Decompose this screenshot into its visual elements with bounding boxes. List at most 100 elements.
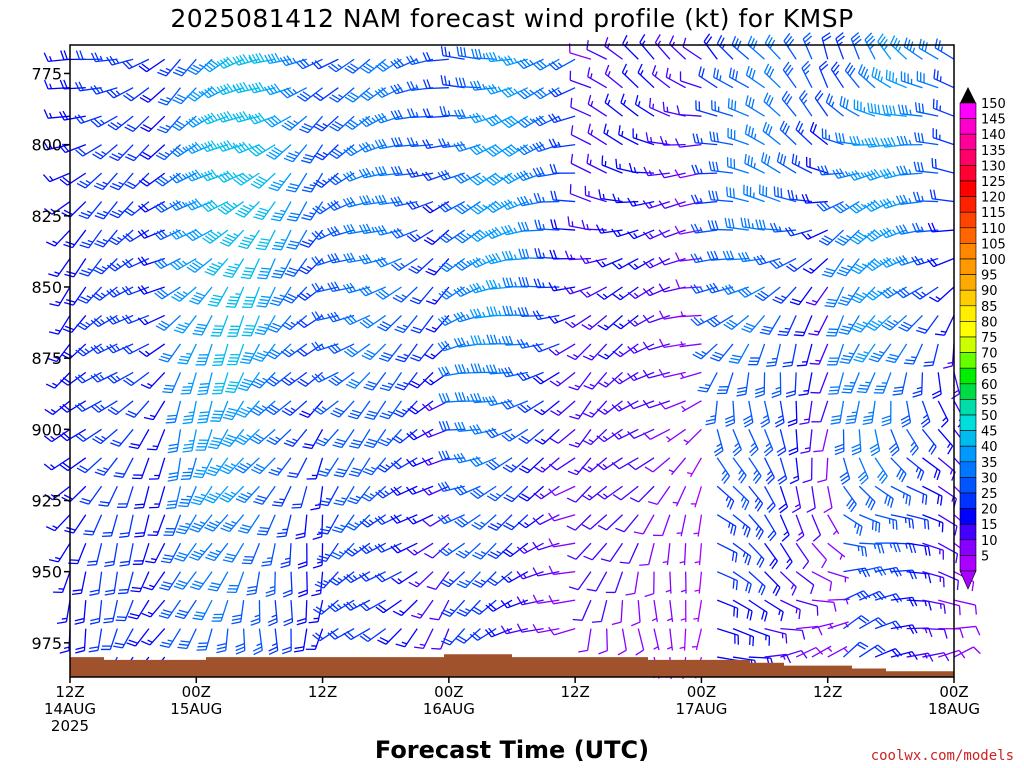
- credit-link[interactable]: coolwx.com/models: [871, 748, 1014, 764]
- wind-barb: [332, 514, 355, 534]
- colorbar-swatch: [959, 492, 977, 509]
- wind-barb: [201, 58, 229, 73]
- wind-barb: [342, 170, 371, 182]
- wind-barb: [343, 144, 371, 157]
- wind-barb: [798, 372, 813, 396]
- wind-barb: [834, 429, 845, 456]
- chart-title: 2025081412 NAM forecast wind profile (kt…: [170, 4, 853, 33]
- wind-barb: [611, 457, 639, 470]
- wind-barb: [139, 144, 166, 160]
- wind-barb: [484, 427, 513, 439]
- wind-barb: [75, 343, 102, 357]
- wind-barb: [282, 286, 308, 304]
- wind-barb: [639, 543, 655, 566]
- wind-barb: [827, 542, 846, 560]
- wind-barb: [48, 542, 71, 563]
- wind-barb: [359, 599, 387, 612]
- wind-barb: [814, 90, 829, 117]
- wind-barb: [347, 485, 371, 505]
- colorbar-swatch: [959, 274, 977, 291]
- wind-barb: [234, 428, 260, 446]
- wind-barb: [469, 229, 497, 242]
- wind-barb: [583, 400, 608, 418]
- wind-barb: [147, 514, 166, 537]
- y-tick-label: 975: [31, 634, 62, 653]
- wind-barb: [344, 58, 371, 74]
- wind-barb: [374, 542, 402, 553]
- wind-barb: [169, 199, 197, 211]
- wind-barb: [485, 200, 513, 214]
- colorbar-swatch: [959, 305, 977, 322]
- wind-barb: [311, 58, 339, 70]
- wind-barb: [742, 400, 754, 428]
- wind-barb: [795, 514, 805, 542]
- wind-barb: [763, 457, 775, 485]
- wind-barb: [922, 485, 943, 506]
- wind-barb: [100, 628, 118, 651]
- colorbar-swatch: [959, 477, 977, 494]
- wind-barb: [216, 140, 244, 152]
- wind-barb: [518, 276, 544, 288]
- wind-barb: [805, 286, 829, 306]
- wind-barb: [617, 628, 627, 656]
- wind-barb: [811, 571, 833, 592]
- wind-barb: [827, 621, 849, 630]
- wind-barb: [906, 514, 930, 530]
- wind-barb: [736, 372, 750, 397]
- wind-barb: [711, 100, 734, 117]
- wind-barb: [328, 371, 355, 387]
- wind-barb: [690, 486, 703, 508]
- wind-barb: [732, 514, 751, 538]
- wind-barb: [333, 457, 355, 478]
- wind-barb: [246, 571, 261, 596]
- wind-barb: [390, 485, 418, 497]
- wind-barb: [211, 372, 229, 395]
- wind-barb: [375, 58, 402, 72]
- wind-barb: [172, 58, 197, 77]
- wind-barb: [581, 314, 608, 331]
- wind-barb: [817, 457, 829, 483]
- wind-barb: [298, 258, 324, 275]
- wind-barb: [679, 311, 702, 318]
- colorbar-swatch: [959, 508, 977, 525]
- wind-barb: [265, 371, 292, 387]
- wind-barb: [268, 628, 279, 656]
- colorbar-label: 30: [981, 471, 998, 486]
- wind-barb: [440, 599, 466, 618]
- wind-barb: [344, 87, 371, 103]
- wind-barb: [953, 646, 981, 658]
- wind-barb: [716, 485, 735, 510]
- wind-barb: [165, 400, 182, 424]
- wind-barb: [615, 514, 639, 533]
- wind-barb: [676, 514, 687, 537]
- wind-barb: [329, 87, 355, 103]
- wind-barb: [826, 315, 845, 337]
- wind-barb: [328, 58, 355, 73]
- wind-barb: [311, 311, 339, 322]
- wind-barb: [764, 599, 784, 622]
- wind-barb: [548, 113, 576, 124]
- wind-barb: [843, 590, 871, 601]
- wind-barb: [632, 128, 655, 146]
- colorbar-label: 35: [981, 456, 998, 471]
- wind-barb: [858, 644, 886, 658]
- wind-barb: [873, 372, 892, 394]
- wind-barb: [709, 131, 734, 146]
- wind-barb: [835, 32, 845, 60]
- wind-barb: [234, 457, 260, 474]
- wind-barb: [851, 429, 862, 456]
- colorbar-label: 70: [981, 347, 998, 362]
- wind-barb: [532, 594, 560, 604]
- wind-barb: [518, 248, 544, 260]
- wind-barb: [291, 486, 308, 509]
- wind-barb: [659, 135, 686, 146]
- wind-barb: [332, 428, 355, 449]
- wind-barb: [566, 514, 592, 531]
- wind-barb: [131, 457, 150, 480]
- wind-barb: [583, 542, 608, 561]
- wind-barb: [75, 628, 87, 654]
- wind-barb: [570, 97, 592, 117]
- wind-barb: [124, 144, 150, 162]
- wind-barb: [532, 541, 560, 551]
- wind-barb: [485, 457, 513, 471]
